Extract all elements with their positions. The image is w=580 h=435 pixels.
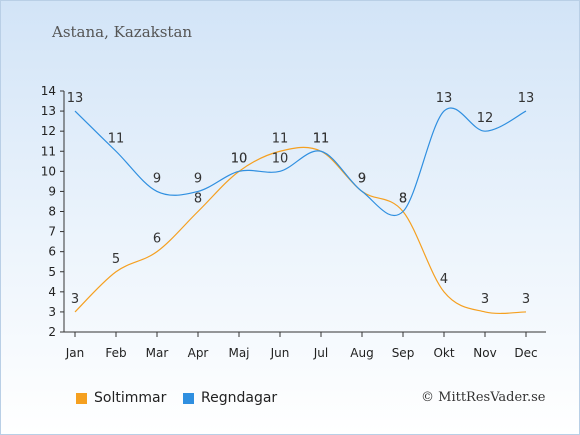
y-tick-label: 10 xyxy=(41,164,56,178)
data-label-regndagar: 13 xyxy=(518,91,535,106)
x-tick-label: Nov xyxy=(473,346,496,360)
y-tick-label: 13 xyxy=(41,104,56,118)
chart-location-title: Astana, Kazakstan xyxy=(52,23,193,41)
x-tick-label: Apr xyxy=(188,346,209,360)
series-line-regndagar xyxy=(74,107,527,217)
y-tick-label: 11 xyxy=(41,144,56,158)
x-tick-label: Sep xyxy=(392,346,415,360)
legend-swatch-regndagar xyxy=(183,392,194,404)
legend-item-regndagar: Regndagar xyxy=(183,390,277,406)
y-tick-label: 5 xyxy=(48,265,56,279)
legend-swatch-soltimmar xyxy=(76,392,87,404)
x-tick-label: Jan xyxy=(65,346,85,360)
data-label-soltimmar: 8 xyxy=(399,192,407,207)
data-label-soltimmar: 9 xyxy=(358,171,366,186)
line-chart: 2 3 4 5 6 7 8 9 10 11 12 13 14 Jan Feb Mar Apr Maj Jun Jul… xyxy=(41,84,546,360)
y-tick-label: 6 xyxy=(48,245,56,259)
x-tick-label: Feb xyxy=(105,346,126,360)
data-label-regndagar: 9 xyxy=(153,171,161,186)
x-tick-label: Mar xyxy=(146,346,169,360)
data-label-regndagar: 11 xyxy=(108,131,125,146)
legend-label-soltimmar: Soltimmar xyxy=(94,390,167,406)
data-label-soltimmar: 8 xyxy=(194,192,202,207)
y-tick-label: 9 xyxy=(48,184,56,198)
y-tick-label: 4 xyxy=(48,285,56,299)
data-label-soltimmar: 3 xyxy=(481,292,489,307)
data-label-regndagar: 13 xyxy=(67,91,84,106)
data-label-soltimmar: 3 xyxy=(522,292,530,307)
data-label-soltimmar: 4 xyxy=(440,272,448,287)
data-label-soltimmar: 3 xyxy=(71,292,79,307)
y-tick-label: 2 xyxy=(48,325,56,339)
legend-label-regndagar: Regndagar xyxy=(201,390,278,406)
x-tick-label: Maj xyxy=(228,346,249,360)
series-line-soltimmar xyxy=(74,146,527,314)
copyright-notice: © MittResVader.se xyxy=(421,390,546,405)
x-tick-label: Dec xyxy=(514,346,537,360)
y-tick-label: 8 xyxy=(48,205,56,219)
data-label-soltimmar: 5 xyxy=(112,252,120,267)
data-label-regndagar: 10 xyxy=(272,151,289,166)
y-tick-label: 14 xyxy=(41,84,56,98)
data-label-soltimmar: 11 xyxy=(313,131,330,146)
data-label-soltimmar: 10 xyxy=(231,151,248,166)
data-label-soltimmar: 6 xyxy=(153,232,161,247)
y-tick-label: 12 xyxy=(41,124,56,138)
x-tick-label: Okt xyxy=(433,346,454,360)
x-tick-label: Jun xyxy=(270,346,290,360)
data-label-regndagar: 9 xyxy=(194,171,202,186)
data-label-soltimmar: 11 xyxy=(272,131,289,146)
data-label-regndagar: 11 xyxy=(313,131,330,146)
y-tick-label: 3 xyxy=(48,305,56,319)
data-label-regndagar: 8 xyxy=(399,192,407,207)
y-tick-label: 7 xyxy=(48,225,56,239)
x-tick-label: Jul xyxy=(313,346,328,360)
data-label-regndagar: 9 xyxy=(358,171,366,186)
data-label-regndagar: 13 xyxy=(436,91,453,106)
data-label-regndagar: 12 xyxy=(477,111,494,126)
data-label-regndagar: 10 xyxy=(231,151,248,166)
x-tick-label: Aug xyxy=(350,346,373,360)
legend-item-soltimmar: Soltimmar xyxy=(76,390,166,406)
